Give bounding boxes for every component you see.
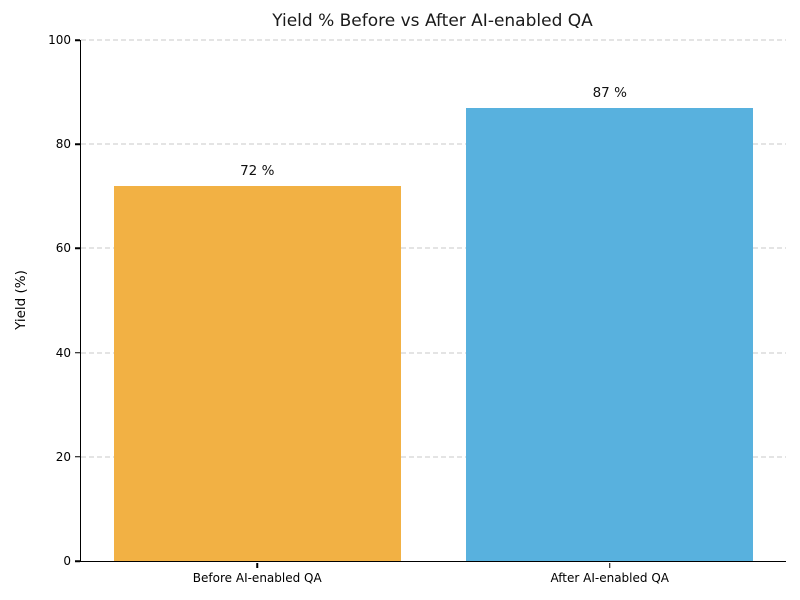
x-tick-label: Before AI-enabled QA — [192, 571, 322, 585]
y-tick-mark — [74, 560, 80, 562]
bar-value-label: 72 % — [240, 162, 275, 179]
y-tick-label: 0 — [63, 554, 71, 568]
y-tick-label: 60 — [55, 241, 71, 256]
x-tick-label: After AI-enabled QA — [550, 571, 669, 585]
y-axis-label: Yield (%) — [13, 270, 29, 330]
y-tick-label: 80 — [55, 137, 71, 152]
y-tick-label: 40 — [55, 345, 71, 360]
x-tick-mark — [609, 562, 611, 568]
y-tick-label: 20 — [55, 449, 71, 464]
bar-value-label: 87 % — [592, 84, 627, 101]
y-tick-mark — [74, 39, 80, 41]
gridline-y-100 — [81, 39, 786, 41]
gridline-y-80 — [81, 143, 786, 145]
gridline-y-60 — [81, 247, 786, 249]
bar-before — [113, 185, 401, 561]
plot-area: 0 20 40 60 80 100 72 % Before AI-enabled QA 87 %… — [48, 33, 786, 585]
y-tick-mark — [74, 351, 80, 354]
chart-title: Yield % Before vs After AI-enabled QA — [272, 11, 593, 31]
y-tick-label: 100 — [48, 33, 71, 47]
y-tick-mark — [74, 143, 80, 145]
x-tick-mark — [256, 562, 258, 568]
bar-after — [466, 107, 754, 561]
y-tick-mark — [74, 247, 80, 250]
gridline-y-40 — [81, 352, 786, 354]
gridline-y-20 — [81, 456, 786, 458]
y-tick-mark — [74, 456, 80, 458]
